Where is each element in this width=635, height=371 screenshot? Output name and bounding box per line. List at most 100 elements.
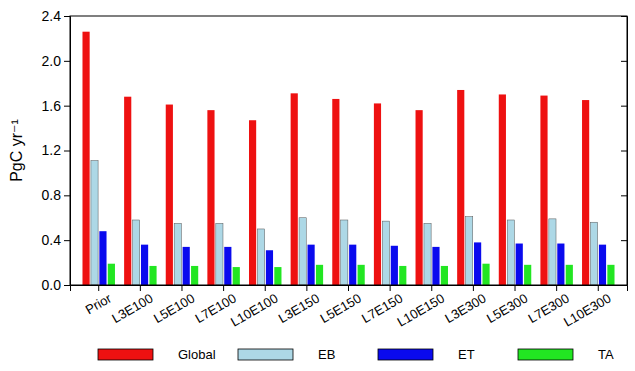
bar xyxy=(557,244,564,285)
y-tick-mark xyxy=(64,285,70,286)
plot: 0.0 0.4 0.8 1.2 1.6 2.0 2.4 PriorL3E100L5E100L7… xyxy=(42,8,628,330)
bar xyxy=(382,221,389,285)
x-tick-mark xyxy=(140,285,141,291)
y-axis-line xyxy=(64,17,71,286)
x-tick-mark xyxy=(556,285,557,291)
bar xyxy=(441,266,448,285)
plot-frame xyxy=(70,16,627,285)
bar xyxy=(482,264,489,285)
x-tick: L10E150 xyxy=(394,285,447,330)
x-tick-label: L3E100 xyxy=(109,291,155,326)
bar xyxy=(207,110,214,285)
y-axis-right-line xyxy=(621,17,628,286)
bar xyxy=(91,161,98,285)
bar xyxy=(349,245,356,285)
bar xyxy=(474,242,481,285)
x-tick: L10E100 xyxy=(228,285,281,330)
bar xyxy=(358,265,365,285)
x-axis-line xyxy=(71,286,628,292)
x-tick-mark xyxy=(348,285,349,291)
bar xyxy=(432,247,439,285)
bar xyxy=(599,245,606,285)
bar xyxy=(141,245,148,285)
bar xyxy=(516,244,523,285)
y-axis: 0.0 0.4 0.8 1.2 1.6 2.0 2.4 xyxy=(42,8,71,293)
y-tick-mark xyxy=(621,16,627,17)
bar xyxy=(540,96,547,285)
legend-label: Global xyxy=(178,347,216,362)
x-tick: L5E300 xyxy=(484,285,530,326)
x-tick-label: L10E300 xyxy=(561,291,614,330)
y-tick-label: 2.4 xyxy=(42,8,62,24)
x-axis: PriorL3E100L5E100L7E100L10E100L3E150L5E1… xyxy=(71,285,628,330)
chart: 0.0 0.4 0.8 1.2 1.6 2.0 2.4 PriorL3E100L5E100L7… xyxy=(0,0,635,371)
y-tick: 0.8 xyxy=(42,187,70,203)
y-tick-label: 0.8 xyxy=(42,187,62,203)
legend-label: EB xyxy=(318,347,335,362)
x-tick: L5E100 xyxy=(151,285,197,326)
y-tick: 2.0 xyxy=(42,53,70,69)
x-tick-label: L5E300 xyxy=(484,291,530,326)
bar xyxy=(399,266,406,285)
y-tick-mark xyxy=(621,240,627,241)
legend: Global EB ET TA xyxy=(98,347,614,362)
bar xyxy=(216,223,223,285)
x-tick-mark xyxy=(306,285,307,291)
y-tick-right xyxy=(621,16,627,17)
y-tick-mark xyxy=(64,240,70,241)
y-tick: 0.0 xyxy=(42,277,70,293)
y-tick-right xyxy=(621,106,627,107)
y-tick-right xyxy=(621,151,627,152)
bar xyxy=(224,247,231,285)
bar xyxy=(507,220,514,285)
bar xyxy=(524,265,531,285)
bar xyxy=(166,105,173,285)
bars xyxy=(82,32,614,285)
bar xyxy=(499,94,506,285)
y-tick-label: 1.2 xyxy=(42,142,62,158)
bar xyxy=(274,267,281,285)
bar xyxy=(308,245,315,285)
y-tick-label: 1.6 xyxy=(42,98,62,114)
legend-label: ET xyxy=(458,347,475,362)
legend-swatch xyxy=(518,349,573,360)
y-tick-mark xyxy=(64,61,70,62)
bar xyxy=(416,110,423,285)
y-tick-label: 2.0 xyxy=(42,53,62,69)
x-tick-mark xyxy=(598,285,599,291)
x-tick-mark xyxy=(515,285,516,291)
y-tick-mark xyxy=(621,61,627,62)
x-tick: L3E100 xyxy=(109,285,155,326)
x-tick: L5E150 xyxy=(317,285,363,326)
x-tick-mark xyxy=(223,285,224,291)
x-tick-label: L3E300 xyxy=(442,291,488,326)
bar xyxy=(582,100,589,285)
y-tick-mark xyxy=(64,16,70,17)
y-tick-label: 0.0 xyxy=(42,277,62,293)
y-tick-mark xyxy=(64,151,70,152)
x-tick: L3E300 xyxy=(442,285,488,326)
y-tick: 1.6 xyxy=(42,98,70,114)
bar xyxy=(299,218,306,285)
y-axis-title: PgC yr⁻¹ xyxy=(8,119,25,182)
bar xyxy=(607,265,614,285)
bar xyxy=(257,229,264,285)
y-tick-mark xyxy=(621,195,627,196)
bar xyxy=(291,93,298,285)
x-tick-mark xyxy=(98,285,99,291)
y-tick-mark xyxy=(64,106,70,107)
x-tick-label: L5E100 xyxy=(151,291,197,326)
bar xyxy=(466,217,473,285)
bar xyxy=(566,265,573,285)
bar xyxy=(391,246,398,285)
legend-label: TA xyxy=(598,347,614,362)
y-axis-right xyxy=(621,17,628,286)
bar xyxy=(374,103,381,285)
y-tick-label: 0.4 xyxy=(42,232,62,248)
bar xyxy=(183,247,190,285)
legend-swatch xyxy=(238,349,293,360)
x-tick-label: L10E150 xyxy=(394,291,447,330)
bar xyxy=(174,223,181,285)
bar xyxy=(316,265,323,285)
x-tick-label: L10E100 xyxy=(228,291,281,330)
